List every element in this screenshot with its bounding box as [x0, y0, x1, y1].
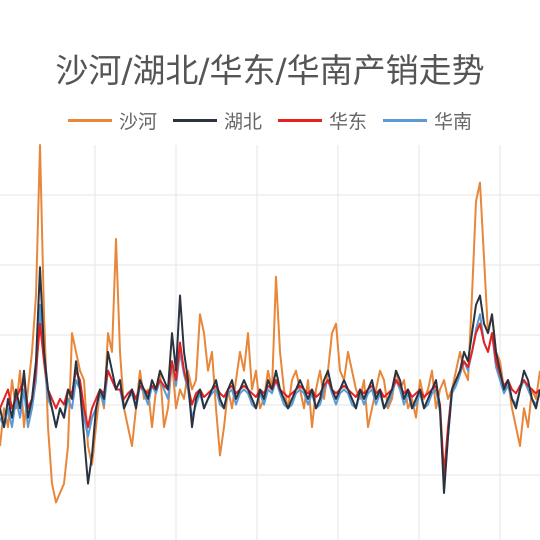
legend-swatch-shahe [67, 119, 112, 122]
legend-label-huadong: 华东 [329, 111, 368, 133]
legend-label-huanan: 华南 [434, 111, 473, 133]
legend-swatch-huadong [278, 119, 322, 122]
legend-item-huanan[interactable]: 华南 [383, 107, 472, 134]
legend-swatch-huanan [383, 119, 428, 122]
series-line-0 [0, 144, 540, 504]
legend: 沙河 湖北 华东 华南 [0, 107, 540, 134]
legend-item-shahe[interactable]: 沙河 [67, 107, 157, 134]
chart-title: 沙河/湖北/华东/华南产销走势 [55, 51, 485, 90]
legend-label-hubei: 湖北 [223, 111, 262, 133]
legend-item-huadong[interactable]: 华东 [278, 107, 367, 134]
legend-item-hubei[interactable]: 湖北 [172, 107, 262, 134]
series-line-1 [0, 266, 540, 494]
legend-swatch-hubei [172, 119, 217, 122]
legend-label-shahe: 沙河 [118, 111, 157, 133]
